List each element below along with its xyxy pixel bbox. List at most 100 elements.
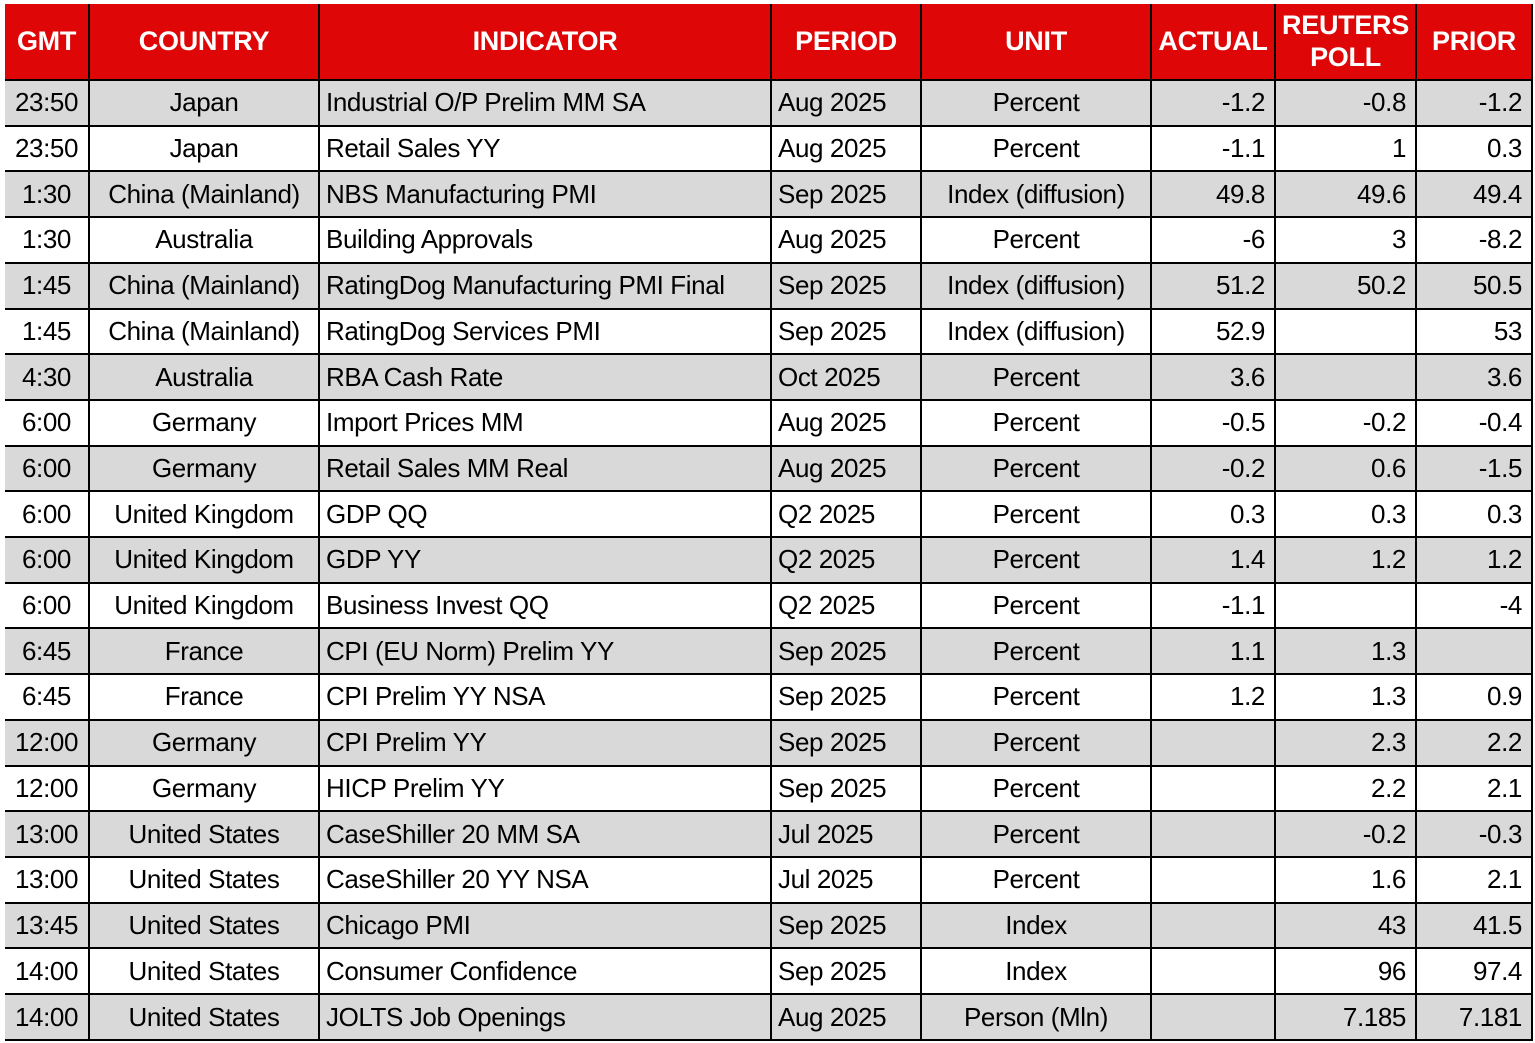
- cell-actual: 1.1: [1151, 628, 1276, 676]
- cell-gmt: 14:00: [5, 994, 90, 1041]
- cell-unit: Percent: [921, 217, 1152, 264]
- cell-indicator: GDP QQ: [319, 491, 772, 539]
- cell-reuters_poll: 0.6: [1275, 445, 1417, 493]
- col-header-unit: UNIT: [921, 4, 1152, 81]
- cell-gmt: 1:45: [5, 262, 90, 310]
- cell-indicator: CPI Prelim YY NSA: [319, 674, 772, 721]
- cell-period: Sep 2025: [771, 262, 922, 310]
- col-header-gmt: GMT: [5, 4, 90, 81]
- cell-prior: 41.5: [1416, 902, 1533, 950]
- cell-country: Germany: [89, 445, 320, 493]
- economic-calendar-table: GMT COUNTRY INDICATOR PERIOD UNIT ACTUAL…: [5, 4, 1533, 1041]
- cell-reuters_poll: -0.8: [1275, 80, 1417, 127]
- cell-actual: [1151, 856, 1276, 904]
- cell-reuters_poll: 1: [1275, 125, 1417, 173]
- cell-prior: -0.3: [1416, 811, 1533, 858]
- table-row: 1:30 China (Mainland) NBS Manufacturing PM…: [5, 171, 1533, 219]
- cell-period: Q2 2025: [771, 537, 922, 584]
- cell-indicator: RatingDog Manufacturing PMI Final: [319, 262, 772, 310]
- cell-period: Sep 2025: [771, 765, 922, 813]
- cell-indicator: GDP YY: [319, 537, 772, 584]
- cell-actual: -0.2: [1151, 445, 1276, 493]
- cell-unit: Index (diffusion): [921, 308, 1152, 356]
- cell-gmt: 1:30: [5, 171, 90, 219]
- cell-prior: 7.181: [1416, 994, 1533, 1041]
- cell-unit: Percent: [921, 628, 1152, 676]
- table-row: 12:00 Germany CPI Prelim YY Sep 2025 Percent…: [5, 719, 1533, 767]
- cell-country: China (Mainland): [89, 308, 320, 356]
- col-header-prior: PRIOR: [1416, 4, 1533, 81]
- cell-prior: -1.5: [1416, 445, 1533, 493]
- col-header-indicator: INDICATOR: [319, 4, 772, 81]
- cell-country: France: [89, 674, 320, 721]
- cell-period: Q2 2025: [771, 491, 922, 539]
- cell-gmt: 12:00: [5, 719, 90, 767]
- cell-gmt: 23:50: [5, 125, 90, 173]
- table-row: 4:30 Australia RBA Cash Rate Oct 2025 Percen…: [5, 354, 1533, 401]
- cell-country: China (Mainland): [89, 262, 320, 310]
- cell-indicator: CaseShiller 20 MM SA: [319, 811, 772, 858]
- cell-actual: 52.9: [1151, 308, 1276, 356]
- cell-unit: Index (diffusion): [921, 171, 1152, 219]
- table-row: 23:50 Japan Retail Sales YY Aug 2025 Percent…: [5, 125, 1533, 173]
- cell-prior: 0.3: [1416, 491, 1533, 539]
- cell-period: Sep 2025: [771, 674, 922, 721]
- table-row: 1:45 China (Mainland) RatingDog Services P…: [5, 308, 1533, 356]
- table-body: 23:50 Japan Industrial O/P Prelim MM SA Aug…: [5, 80, 1533, 1041]
- cell-country: United States: [89, 811, 320, 858]
- cell-unit: Percent: [921, 399, 1152, 447]
- cell-actual: [1151, 811, 1276, 858]
- cell-prior: -0.4: [1416, 399, 1533, 447]
- cell-country: China (Mainland): [89, 171, 320, 219]
- cell-reuters_poll: 7.185: [1275, 994, 1417, 1041]
- cell-period: Aug 2025: [771, 217, 922, 264]
- table-row: 6:45 France CPI (EU Norm) Prelim YY Sep 202…: [5, 628, 1533, 676]
- cell-indicator: RBA Cash Rate: [319, 354, 772, 401]
- cell-indicator: Building Approvals: [319, 217, 772, 264]
- cell-period: Aug 2025: [771, 399, 922, 447]
- cell-indicator: CPI Prelim YY: [319, 719, 772, 767]
- cell-gmt: 6:00: [5, 491, 90, 539]
- table-row: 6:00 United Kingdom GDP QQ Q2 2025 Percent 0.…: [5, 491, 1533, 539]
- cell-actual: [1151, 765, 1276, 813]
- table-row: 13:00 United States CaseShiller 20 YY NSA J…: [5, 856, 1533, 904]
- cell-period: Sep 2025: [771, 308, 922, 356]
- cell-actual: 1.4: [1151, 537, 1276, 584]
- cell-gmt: 6:00: [5, 445, 90, 493]
- table-row: 6:00 United Kingdom GDP YY Q2 2025 Percent 1.…: [5, 537, 1533, 584]
- cell-gmt: 14:00: [5, 948, 90, 996]
- cell-prior: 50.5: [1416, 262, 1533, 310]
- table-row: 6:00 Germany Import Prices MM Aug 2025 Perce…: [5, 399, 1533, 447]
- cell-actual: -1.2: [1151, 80, 1276, 127]
- cell-indicator: JOLTS Job Openings: [319, 994, 772, 1041]
- cell-unit: Percent: [921, 582, 1152, 630]
- cell-gmt: 6:00: [5, 399, 90, 447]
- col-header-actual: ACTUAL: [1151, 4, 1276, 81]
- table-row: 12:00 Germany HICP Prelim YY Sep 2025 Percen…: [5, 765, 1533, 813]
- cell-actual: 51.2: [1151, 262, 1276, 310]
- cell-unit: Percent: [921, 537, 1152, 584]
- cell-indicator: Consumer Confidence: [319, 948, 772, 996]
- cell-unit: Percent: [921, 719, 1152, 767]
- table-row: 6:45 France CPI Prelim YY NSA Sep 2025 Perce…: [5, 674, 1533, 721]
- col-header-reuters-poll: REUTERS POLL: [1275, 4, 1417, 81]
- cell-country: Germany: [89, 399, 320, 447]
- cell-reuters_poll: 2.2: [1275, 765, 1417, 813]
- cell-actual: -1.1: [1151, 582, 1276, 630]
- cell-actual: 1.2: [1151, 674, 1276, 721]
- cell-country: United Kingdom: [89, 582, 320, 630]
- cell-unit: Percent: [921, 125, 1152, 173]
- cell-actual: [1151, 994, 1276, 1041]
- table-row: 13:45 United States Chicago PMI Sep 2025 Ind…: [5, 902, 1533, 950]
- table-row: 14:00 United States Consumer Confidence Sep…: [5, 948, 1533, 996]
- cell-reuters_poll: 1.3: [1275, 628, 1417, 676]
- cell-prior: 49.4: [1416, 171, 1533, 219]
- cell-gmt: 12:00: [5, 765, 90, 813]
- cell-reuters_poll: [1275, 354, 1417, 401]
- cell-period: Sep 2025: [771, 902, 922, 950]
- cell-period: Aug 2025: [771, 445, 922, 493]
- cell-actual: [1151, 948, 1276, 996]
- table-row: 14:00 United States JOLTS Job Openings Aug …: [5, 994, 1533, 1041]
- cell-reuters_poll: 43: [1275, 902, 1417, 950]
